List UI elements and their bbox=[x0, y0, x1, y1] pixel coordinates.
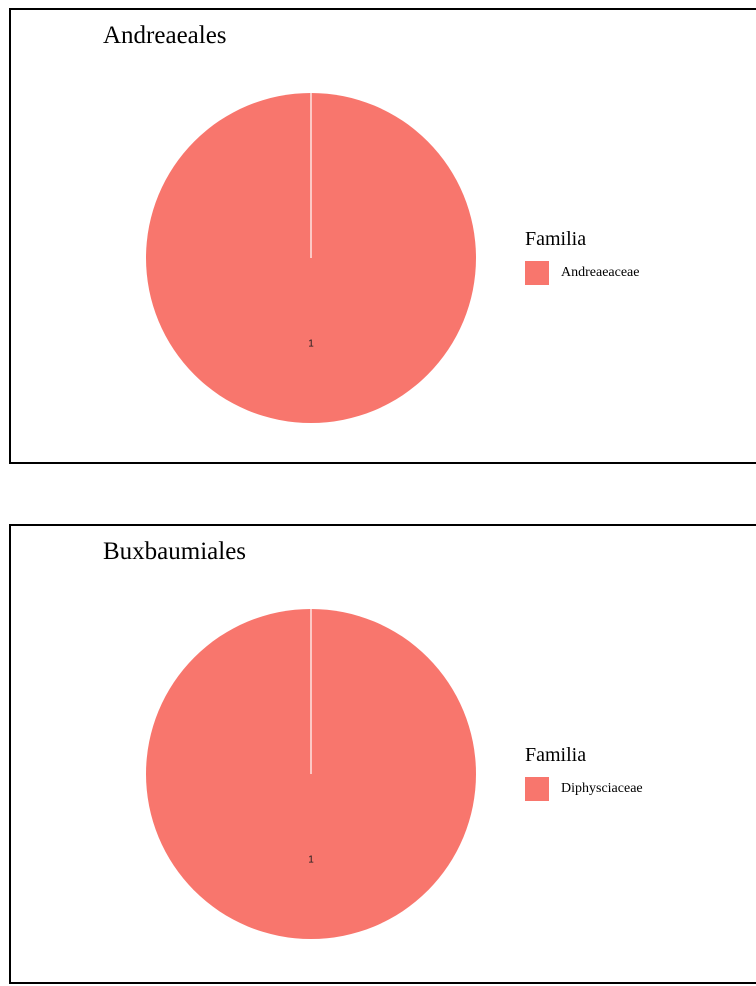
pie-chart: 1 bbox=[146, 609, 476, 939]
legend-swatch bbox=[525, 261, 549, 285]
legend-item: Andreaeaceae bbox=[525, 261, 639, 285]
legend-title: Familia bbox=[525, 228, 587, 250]
legend-title: Familia bbox=[525, 744, 587, 766]
chart-title: Andreaeales bbox=[103, 22, 227, 49]
legend-label: Andreaeaceae bbox=[561, 265, 640, 280]
legend-swatch bbox=[525, 777, 549, 801]
pie-panel-buxbaumiales: Buxbaumiales 1 Familia Diphysciaceae bbox=[9, 524, 756, 984]
slice-value-label: 1 bbox=[308, 338, 314, 349]
pie-panel-andreaeales: Andreaeales 1 Familia Andreaeaceae bbox=[9, 8, 756, 464]
slice-value-label: 1 bbox=[308, 854, 314, 865]
chart-title: Buxbaumiales bbox=[103, 538, 247, 565]
legend: Familia Diphysciaceae bbox=[525, 744, 643, 801]
legend-label: Diphysciaceae bbox=[561, 781, 643, 796]
legend-item: Diphysciaceae bbox=[525, 777, 643, 801]
pie-chart: 1 bbox=[146, 93, 476, 423]
legend: Familia Andreaeaceae bbox=[525, 228, 639, 285]
